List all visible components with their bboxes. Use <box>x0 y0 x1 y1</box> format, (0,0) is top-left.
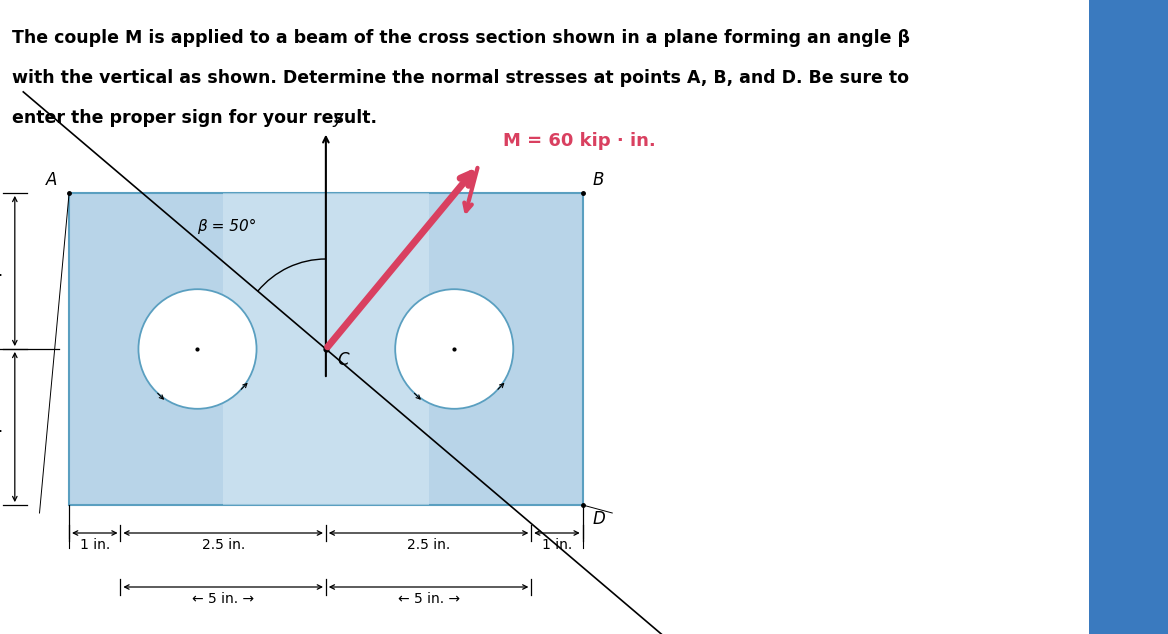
Text: 2.5 in.: 2.5 in. <box>406 538 450 552</box>
Text: The couple M is applied to a beam of the cross section shown in a plane forming : The couple M is applied to a beam of the… <box>12 29 910 47</box>
Text: ← 5 in. →: ← 5 in. → <box>397 592 460 606</box>
Text: β = 50°: β = 50° <box>197 219 257 234</box>
Text: ← 5 in. →: ← 5 in. → <box>192 592 255 606</box>
Text: 3 in.: 3 in. <box>0 420 4 434</box>
Circle shape <box>139 289 257 409</box>
Text: 1 in.: 1 in. <box>542 538 572 552</box>
Text: 3 in.: 3 in. <box>0 264 4 278</box>
Text: M = 60 kip · in.: M = 60 kip · in. <box>503 132 655 150</box>
Text: enter the proper sign for your result.: enter the proper sign for your result. <box>12 109 377 127</box>
Text: with the vertical as shown. Determine the normal stresses at points A, B, and D.: with the vertical as shown. Determine th… <box>12 69 909 87</box>
Text: C: C <box>338 351 349 369</box>
Text: D: D <box>592 510 605 528</box>
Text: A: A <box>46 171 57 189</box>
Text: B: B <box>592 171 604 189</box>
Bar <box>69 193 583 505</box>
Bar <box>223 193 429 505</box>
Circle shape <box>395 289 513 409</box>
Text: 2.5 in.: 2.5 in. <box>202 538 245 552</box>
Text: 1 in.: 1 in. <box>79 538 110 552</box>
Text: y: y <box>333 109 343 127</box>
